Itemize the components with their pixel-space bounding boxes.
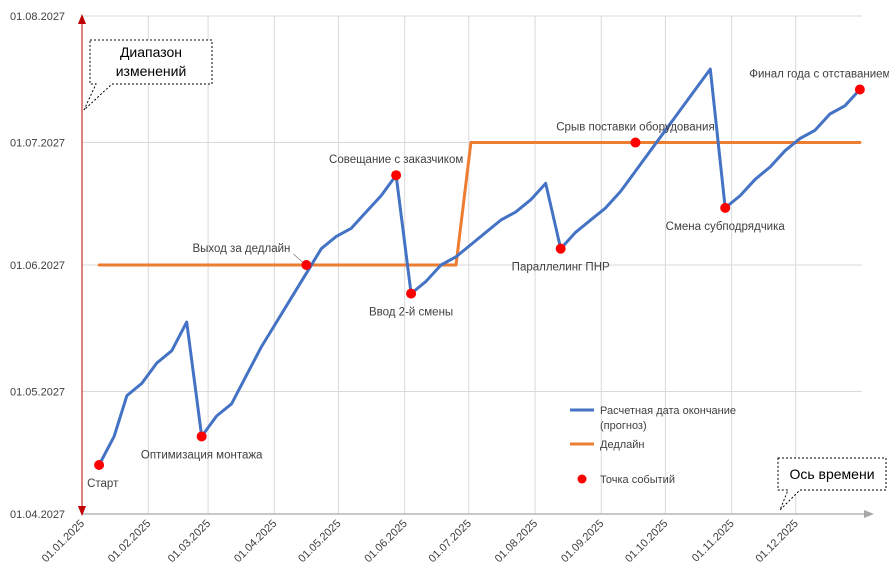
deadline-line (97, 141, 862, 267)
callout-x-axis-box (777, 457, 887, 511)
forecast-line (97, 67, 862, 467)
event-marker (406, 288, 417, 299)
event-marker (301, 260, 312, 270)
legend-label-forecast: Расчетная дата окончание (600, 405, 736, 417)
event-label: Оптимизация монтажа (141, 449, 263, 461)
event-label: Финал года с отставанием (749, 68, 889, 80)
x-tick-label: 01.07.2025 (426, 518, 473, 565)
legend-label-forecast-line2: (прогноз) (600, 420, 647, 432)
event-label: Срыв поставки оборудования (556, 122, 714, 134)
callout-x-axis-label: Ось времени (789, 466, 874, 482)
x-tick-label: 01.11.2025 (690, 518, 737, 565)
event-label: Выход за дедлайн (192, 243, 290, 255)
y-tick-label: 01.05.2027 (10, 387, 65, 399)
event-marker (555, 243, 566, 254)
x-tick-label: 01.02.2025 (106, 518, 153, 565)
y-axis-arrowhead-bottom (78, 506, 86, 516)
legend-swatch-event (577, 474, 587, 484)
callout-y-axis-line2: изменений (116, 63, 187, 79)
event-label: Ввод 2-й смены (369, 307, 453, 319)
y-tick-label: 01.07.2027 (10, 138, 65, 150)
legend: Расчетная дата окончание (прогноз) Дедлайн… (570, 405, 736, 486)
event-marker (854, 84, 865, 95)
event-marker (196, 431, 207, 442)
y-tick-label: 01.08.2027 (10, 11, 65, 23)
x-tick-label: 01.05.2025 (296, 518, 343, 565)
x-tick-label: 01.03.2025 (166, 518, 213, 565)
x-tick-label: 01.12.2025 (753, 518, 800, 565)
x-tick-label: 01.06.2025 (362, 518, 409, 565)
event-label: Совещание с заказчиком (329, 154, 463, 166)
event-label: Параллелинг ПНР (512, 262, 610, 274)
legend-label-deadline: Дедлайн (600, 439, 645, 451)
x-tick-label: 01.08.2025 (493, 518, 540, 565)
event-marker (720, 202, 731, 213)
callout-y-axis-box (83, 39, 213, 111)
event-marker (94, 460, 105, 471)
x-axis-arrowhead (864, 510, 874, 518)
event-label: Смена субподрядчика (666, 221, 786, 233)
event-marker (630, 137, 641, 148)
event-label: Старт (87, 478, 119, 490)
y-axis: 01.04.2027 01.05.2027 01.06.2027 01.07.2027… (10, 11, 86, 521)
legend-label-event: Точка событий (600, 474, 675, 486)
y-tick-label: 01.06.2027 (10, 260, 65, 272)
x-tick-label: 01.04.2025 (232, 518, 279, 565)
series-lines (97, 67, 862, 467)
x-tick-label: 01.01.2025 (40, 518, 87, 565)
y-tick-label: 01.04.2027 (10, 509, 65, 521)
callouts: Диапазон изменений Ось времени (83, 39, 887, 511)
y-axis-arrowhead-top (78, 14, 86, 24)
event-marker (391, 170, 402, 181)
x-tick-label: 01.09.2025 (559, 518, 606, 565)
event-markers: Старт Оптимизация монтажа Выход за дедлайн… (87, 68, 889, 490)
x-tick-label: 01.10.2025 (623, 518, 670, 565)
event-leader-line (293, 253, 303, 263)
callout-y-axis-line1: Диапазон (120, 44, 182, 60)
x-axis: 01.01.2025 01.02.2025 01.03.2025 01.04.2025… (40, 510, 874, 565)
